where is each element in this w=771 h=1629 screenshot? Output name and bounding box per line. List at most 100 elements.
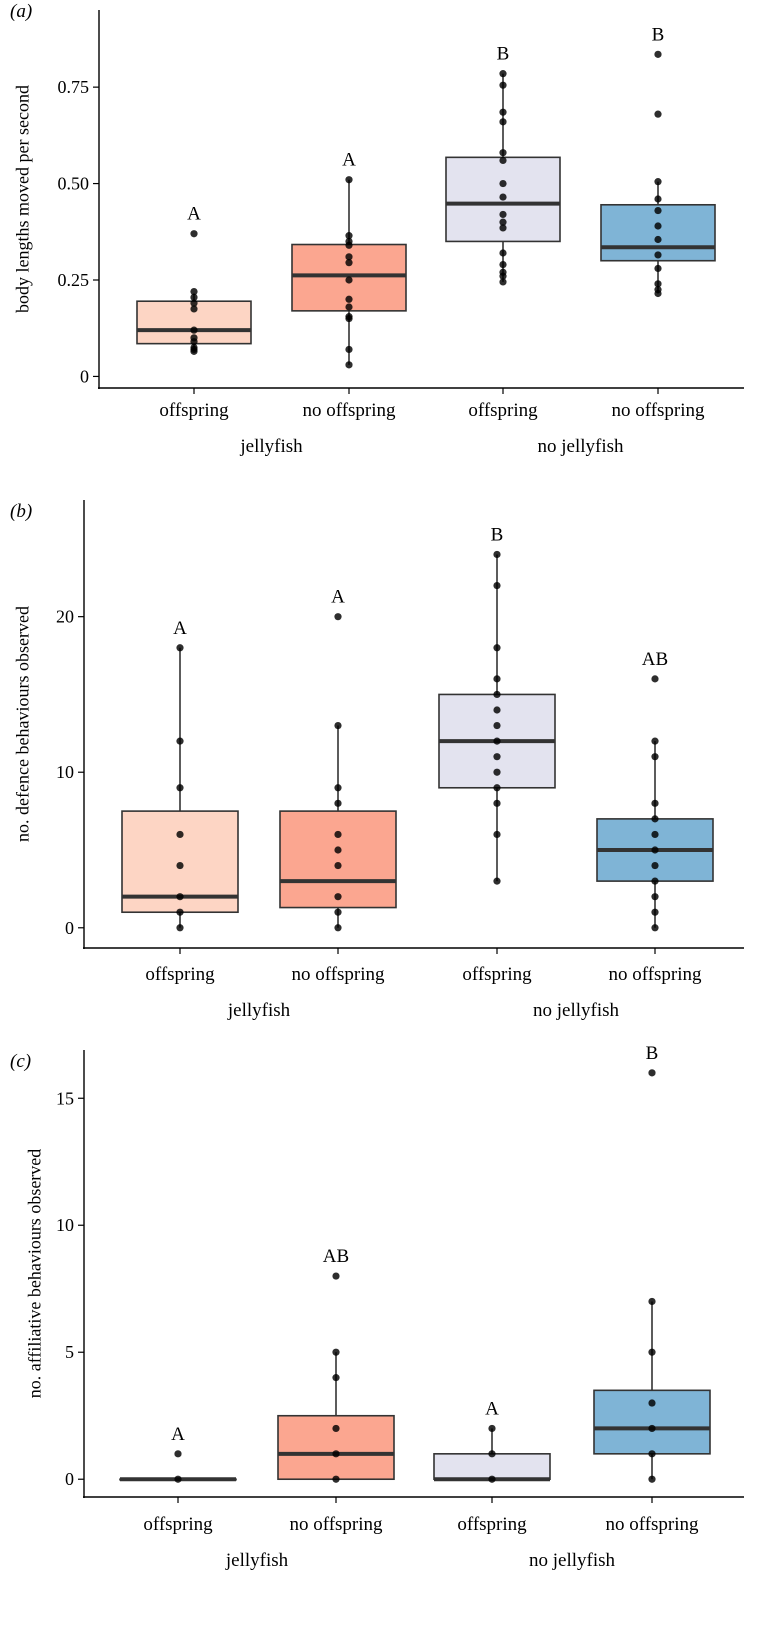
data-point <box>654 50 662 58</box>
data-point <box>493 581 501 590</box>
data-point <box>654 264 662 273</box>
data-point <box>332 1272 340 1280</box>
data-point <box>499 224 507 232</box>
y-axis-title: body lengths moved per second <box>12 85 32 313</box>
significance-letter: A <box>342 150 356 171</box>
data-point <box>332 1348 340 1356</box>
y-tick-label: 15 <box>56 1088 74 1108</box>
data-point <box>651 815 659 823</box>
data-point <box>654 206 662 215</box>
data-point <box>654 178 662 186</box>
data-point <box>493 784 501 792</box>
data-point <box>345 361 353 369</box>
data-point <box>499 108 507 116</box>
data-point <box>648 1424 656 1433</box>
y-tick-label: 10 <box>56 762 74 782</box>
data-point <box>334 784 342 792</box>
y-tick-label: 0.50 <box>58 174 90 194</box>
data-point <box>345 176 353 184</box>
data-point <box>176 924 184 932</box>
data-point <box>334 893 342 901</box>
significance-letter: A <box>171 1424 185 1445</box>
data-point <box>499 278 507 286</box>
data-point <box>345 314 353 323</box>
data-point <box>190 347 198 355</box>
data-point <box>499 218 507 226</box>
data-point <box>488 1450 496 1458</box>
box-group-3: A <box>433 1398 551 1483</box>
box-group-4: B <box>600 24 716 298</box>
panel-c: (c) 0 5 10 15 no. affiliative behaviours obse… <box>10 1043 744 1571</box>
group-label: no jellyfish <box>537 436 624 457</box>
panel-label: (b) <box>10 501 32 522</box>
data-point <box>654 251 662 259</box>
data-point <box>648 1475 656 1483</box>
data-point <box>654 195 662 203</box>
x-tick-label: offspring <box>457 1514 527 1535</box>
y-tick-label: 0 <box>65 918 74 938</box>
significance-letter: B <box>497 44 510 65</box>
data-point <box>176 861 184 870</box>
data-point <box>190 230 198 238</box>
significance-letter: A <box>485 1398 499 1419</box>
x-tick-label: offspring <box>143 1514 213 1535</box>
data-point <box>345 232 353 240</box>
y-tick-label: 20 <box>56 607 74 627</box>
x-tick-label: no offspring <box>611 400 705 421</box>
data-point <box>648 1450 656 1458</box>
data-point <box>190 293 198 301</box>
data-point <box>654 222 662 230</box>
y-tick-label: 0 <box>65 1469 74 1489</box>
data-point <box>345 241 353 249</box>
box-group-3: B <box>438 524 556 885</box>
group-label: no jellyfish <box>533 1000 620 1021</box>
data-point <box>488 1424 496 1433</box>
data-point <box>493 737 501 745</box>
box-group-1: A <box>119 1424 237 1483</box>
data-point <box>651 753 659 761</box>
data-point <box>345 276 353 284</box>
data-point <box>334 799 342 807</box>
box-group-1: A <box>121 618 239 932</box>
significance-letter: B <box>652 24 665 45</box>
data-point <box>493 753 501 761</box>
data-point <box>499 156 507 165</box>
data-point <box>648 1399 656 1407</box>
box-group-4: AB <box>596 649 714 932</box>
data-point <box>493 830 501 839</box>
y-axis-title: no. defence behaviours observed <box>12 606 32 842</box>
data-point <box>176 830 184 839</box>
significance-letter: A <box>187 204 201 225</box>
data-point <box>493 799 501 807</box>
data-point <box>651 675 659 683</box>
data-point <box>499 193 507 201</box>
data-point <box>190 299 198 307</box>
y-tick-label: 0.25 <box>58 270 90 290</box>
data-point <box>176 644 184 652</box>
data-point <box>190 326 198 334</box>
data-point <box>174 1475 182 1483</box>
data-point <box>174 1450 182 1458</box>
x-tick-label: no offspring <box>605 1514 699 1535</box>
x-tick-label: offspring <box>159 400 229 421</box>
data-point <box>332 1450 340 1458</box>
data-point <box>176 893 184 901</box>
significance-letter: B <box>491 524 504 545</box>
group-label: jellyfish <box>239 436 303 457</box>
data-point <box>651 924 659 932</box>
data-point <box>499 272 507 280</box>
data-point <box>493 690 501 699</box>
data-point <box>176 737 184 745</box>
x-tick-label: no offspring <box>289 1514 383 1535</box>
data-point <box>345 259 353 267</box>
data-point <box>651 893 659 901</box>
data-point <box>332 1475 340 1483</box>
x-tick-label: no offspring <box>291 964 385 985</box>
data-point <box>499 81 507 89</box>
data-point <box>499 70 507 78</box>
data-point <box>334 846 342 854</box>
data-point <box>190 305 198 313</box>
data-point <box>654 110 662 118</box>
x-tick-label: offspring <box>462 964 532 985</box>
data-point <box>176 784 184 792</box>
